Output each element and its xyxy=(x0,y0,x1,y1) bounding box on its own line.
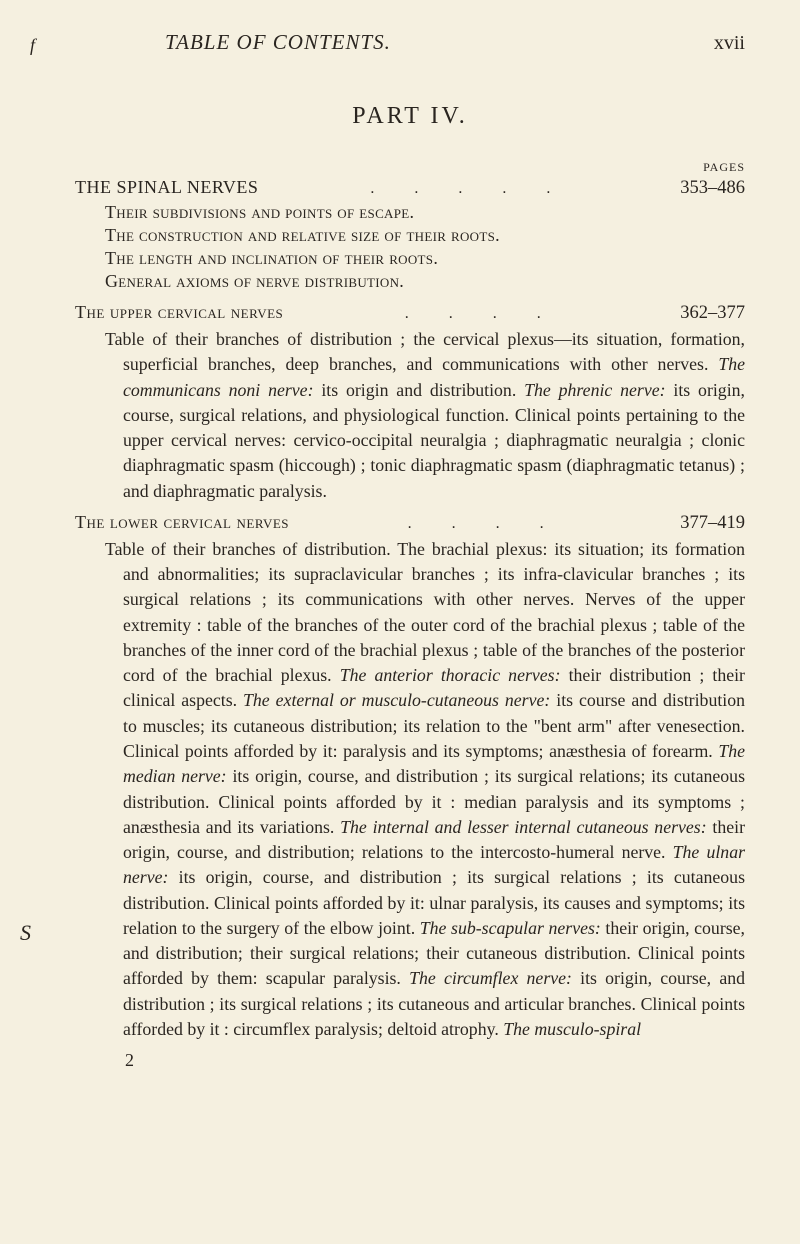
page-number: xvii xyxy=(714,32,745,55)
toc-title-lower-cervical: The lower cervical nerves xyxy=(75,512,289,533)
toc-dots: . . . . . xyxy=(370,180,568,198)
toc-pages-spinal: 353–486 xyxy=(680,178,745,199)
toc-pages-lower-cervical: 377–419 xyxy=(680,513,745,534)
header-title: TABLE OF CONTENTS. xyxy=(165,30,391,55)
toc-title-spinal: THE SPINAL NERVES xyxy=(75,177,258,198)
desc-upper-cervical: Table of their branches of distribution … xyxy=(105,327,745,504)
sub-entry-construction: The construction and relative size of th… xyxy=(105,225,745,246)
toc-entry-upper-cervical: The upper cervical nerves . . . . 362–37… xyxy=(75,302,745,324)
sub-entry-subdivisions: Their subdivisions and points of escape. xyxy=(105,202,745,223)
sub-entry-axioms: General axioms of nerve distribution. xyxy=(105,271,745,292)
pages-column-label: PAGES xyxy=(75,160,745,175)
signature-mark: 2 xyxy=(125,1050,745,1071)
margin-mark: S xyxy=(20,920,31,946)
page-marker: f xyxy=(30,35,35,56)
toc-pages-upper-cervical: 362–377 xyxy=(680,303,745,324)
toc-dots: . . . . xyxy=(408,515,562,533)
sub-entry-length: The length and inclination of their root… xyxy=(105,248,745,269)
desc-lower-cervical: Table of their branches of distribution.… xyxy=(105,537,745,1042)
toc-entry-spinal: THE SPINAL NERVES . . . . . 353–486 xyxy=(75,177,745,199)
part-title: PART IV. xyxy=(75,103,745,130)
toc-title-upper-cervical: The upper cervical nerves xyxy=(75,302,283,323)
toc-dots: . . . . xyxy=(405,305,559,323)
header-row: TABLE OF CONTENTS. xvii xyxy=(75,30,745,55)
toc-entry-lower-cervical: The lower cervical nerves . . . . 377–41… xyxy=(75,512,745,534)
